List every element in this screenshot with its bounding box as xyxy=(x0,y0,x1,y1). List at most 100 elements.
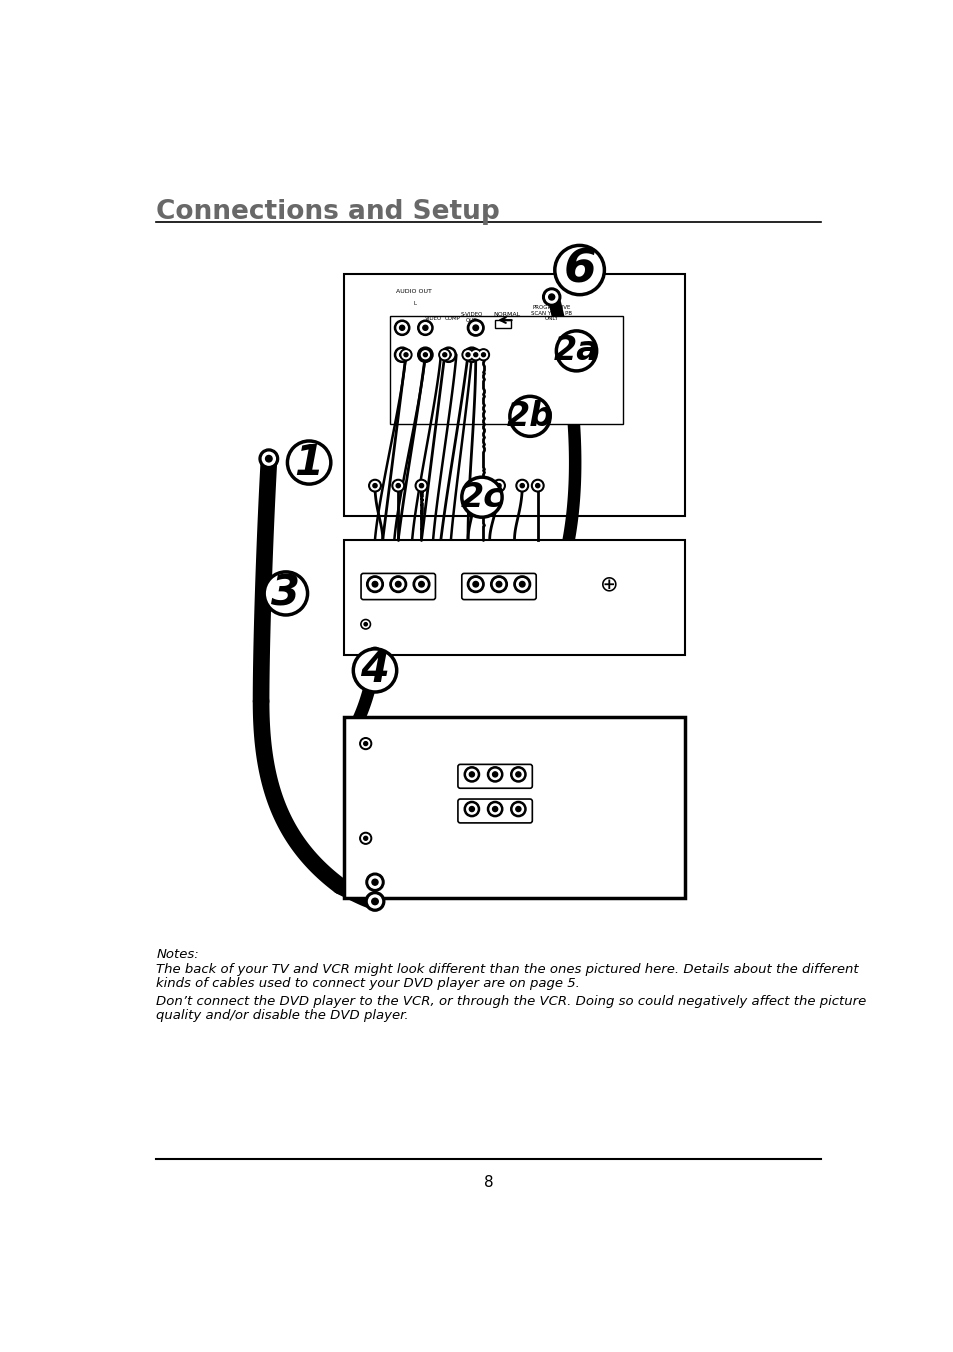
Circle shape xyxy=(372,879,377,886)
Circle shape xyxy=(373,484,376,488)
Circle shape xyxy=(464,767,479,781)
Circle shape xyxy=(493,579,504,589)
Text: L: L xyxy=(414,301,416,306)
Text: AUDIO OUT: AUDIO OUT xyxy=(395,289,432,295)
Circle shape xyxy=(420,350,430,360)
Circle shape xyxy=(361,834,369,842)
Circle shape xyxy=(353,649,396,692)
Bar xyxy=(344,539,684,654)
Text: Notes:: Notes: xyxy=(156,948,199,961)
Circle shape xyxy=(417,320,433,335)
Circle shape xyxy=(513,769,523,780)
Circle shape xyxy=(359,738,372,749)
Circle shape xyxy=(517,579,527,589)
Text: quality and/or disable the DVD player.: quality and/or disable the DVD player. xyxy=(156,1009,409,1022)
Circle shape xyxy=(545,291,558,303)
Circle shape xyxy=(362,621,369,627)
Circle shape xyxy=(474,353,477,357)
Circle shape xyxy=(438,349,450,361)
Circle shape xyxy=(472,350,479,358)
Circle shape xyxy=(490,804,499,814)
Circle shape xyxy=(513,804,523,814)
Circle shape xyxy=(519,484,524,488)
Circle shape xyxy=(366,576,383,592)
Circle shape xyxy=(401,350,410,358)
Circle shape xyxy=(419,349,431,361)
Text: 6: 6 xyxy=(562,247,596,292)
Circle shape xyxy=(369,480,381,492)
Circle shape xyxy=(461,477,501,518)
Circle shape xyxy=(548,293,554,300)
Circle shape xyxy=(395,484,400,488)
Circle shape xyxy=(465,353,470,357)
Circle shape xyxy=(487,802,502,817)
Bar xyxy=(495,320,510,327)
Circle shape xyxy=(361,740,369,748)
Circle shape xyxy=(466,804,476,814)
Circle shape xyxy=(364,623,367,626)
Circle shape xyxy=(492,772,497,777)
Circle shape xyxy=(422,326,428,330)
Circle shape xyxy=(490,576,507,592)
Circle shape xyxy=(463,350,472,358)
Circle shape xyxy=(469,353,474,357)
Text: 2b: 2b xyxy=(506,400,553,433)
Text: 3: 3 xyxy=(271,572,300,614)
Circle shape xyxy=(417,347,433,362)
Circle shape xyxy=(469,807,474,811)
Circle shape xyxy=(496,581,501,587)
Circle shape xyxy=(440,347,456,362)
Circle shape xyxy=(418,581,424,587)
Circle shape xyxy=(497,484,500,488)
Circle shape xyxy=(394,481,402,489)
Circle shape xyxy=(446,353,451,357)
Circle shape xyxy=(399,353,404,357)
Circle shape xyxy=(495,481,502,489)
Text: 4: 4 xyxy=(360,649,389,691)
Bar xyxy=(390,316,622,425)
Circle shape xyxy=(372,581,377,587)
Circle shape xyxy=(464,802,479,817)
Circle shape xyxy=(413,576,430,592)
Circle shape xyxy=(363,742,367,745)
Circle shape xyxy=(287,441,331,484)
Text: S-VIDEO
OUT: S-VIDEO OUT xyxy=(460,312,482,323)
FancyBboxPatch shape xyxy=(457,799,532,823)
Circle shape xyxy=(490,769,499,780)
FancyBboxPatch shape xyxy=(360,573,435,599)
Circle shape xyxy=(369,648,381,660)
Circle shape xyxy=(366,873,384,891)
Circle shape xyxy=(390,576,406,592)
Circle shape xyxy=(469,480,481,492)
Circle shape xyxy=(510,767,525,781)
Circle shape xyxy=(443,350,454,360)
Circle shape xyxy=(421,350,429,358)
Circle shape xyxy=(363,837,367,840)
Circle shape xyxy=(416,481,425,489)
Circle shape xyxy=(467,576,483,592)
Circle shape xyxy=(510,802,525,817)
Circle shape xyxy=(396,350,407,360)
Circle shape xyxy=(470,579,481,589)
Text: Connections and Setup: Connections and Setup xyxy=(156,199,499,226)
Circle shape xyxy=(394,347,410,362)
Text: 8: 8 xyxy=(483,1175,494,1190)
Circle shape xyxy=(487,767,502,781)
Circle shape xyxy=(492,807,497,811)
Circle shape xyxy=(423,353,427,357)
Circle shape xyxy=(473,484,477,488)
Circle shape xyxy=(509,396,550,437)
Circle shape xyxy=(360,619,370,629)
Circle shape xyxy=(473,581,478,587)
Circle shape xyxy=(372,898,377,904)
Circle shape xyxy=(556,331,596,370)
Text: PROGRESSIVE
SCAN Y, PR, PB
ONLY: PROGRESSIVE SCAN Y, PR, PB ONLY xyxy=(531,304,572,322)
Circle shape xyxy=(473,324,478,330)
Circle shape xyxy=(469,349,481,361)
Circle shape xyxy=(264,572,307,615)
Circle shape xyxy=(555,246,604,295)
Circle shape xyxy=(265,456,272,462)
Circle shape xyxy=(371,649,378,657)
Circle shape xyxy=(440,350,448,358)
Circle shape xyxy=(516,807,520,811)
